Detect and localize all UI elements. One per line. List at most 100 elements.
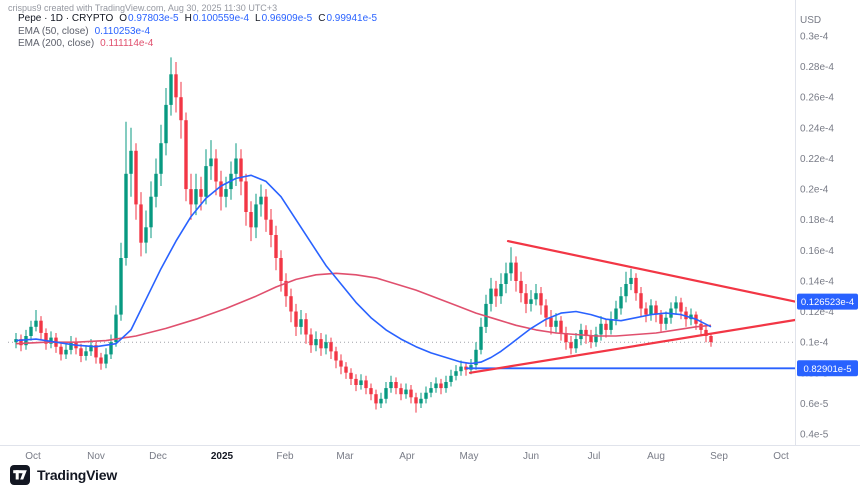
- candle-body: [304, 319, 308, 335]
- candle-body: [289, 296, 293, 312]
- candle-body: [704, 329, 708, 336]
- candle-body: [84, 351, 88, 356]
- candle-body: [79, 348, 83, 356]
- candle-body: [379, 398, 383, 404]
- candle-body: [559, 320, 563, 333]
- candle-body: [499, 284, 503, 297]
- ohlc-low: L0.96909e-5: [255, 13, 313, 24]
- candle-body: [244, 181, 248, 212]
- candle-body: [504, 273, 508, 284]
- candle-body: [189, 189, 193, 205]
- symbol-legend-row[interactable]: Pepe · 1D · CRYPTO O0.97803e-5 H0.100559…: [18, 13, 377, 26]
- candle-body: [284, 280, 288, 297]
- time-tick-label: May: [460, 451, 479, 462]
- candle-body: [384, 388, 388, 399]
- candle-body: [299, 319, 303, 327]
- candle-body: [124, 173, 128, 258]
- candle-body: [224, 189, 228, 197]
- ema200-legend-row[interactable]: EMA (200, close) 0.111114e-4: [18, 38, 377, 51]
- candle-body: [274, 235, 278, 258]
- candle-body: [194, 189, 198, 205]
- candle-body: [529, 299, 533, 304]
- ema200-value: 0.111114e-4: [100, 38, 154, 49]
- candle-body: [204, 166, 208, 197]
- time-tick-label: 2025: [211, 451, 234, 462]
- candle-body: [454, 371, 458, 376]
- ema-200-line: [15, 272, 712, 345]
- candle-body: [519, 280, 523, 294]
- candle-body: [374, 394, 378, 404]
- candle-body: [134, 150, 138, 205]
- price-tick-label: 0.4e-5: [800, 430, 829, 441]
- candle-body: [439, 383, 443, 389]
- ema200-label: EMA (200, close): [18, 38, 95, 49]
- candle-body: [544, 305, 548, 318]
- price-axis[interactable]: USD 0.3e-4 0.28e-4 0.26e-4 0.24e-4 0.22e-4 0.2…: [800, 15, 834, 441]
- candle-body: [449, 375, 453, 382]
- candle-body: [574, 339, 578, 349]
- candle-body: [399, 388, 403, 395]
- candle-body: [564, 333, 568, 343]
- candle-body: [29, 326, 33, 336]
- candle-body: [19, 339, 23, 346]
- ema-200-path: [15, 272, 712, 345]
- candle-body: [239, 158, 243, 182]
- time-tick-label: Aug: [647, 451, 665, 462]
- candle-body: [659, 314, 663, 324]
- time-tick-label: Apr: [399, 451, 415, 462]
- ohlc-close: C0.99941e-5: [318, 13, 378, 24]
- candle-body: [99, 357, 103, 364]
- candle-body: [354, 378, 358, 385]
- candle-body: [619, 296, 623, 309]
- candle-body: [309, 334, 313, 346]
- candle-body: [94, 345, 98, 358]
- candle-body: [514, 262, 518, 281]
- ema50-value: 0.110253e-4: [94, 25, 151, 37]
- candle-body: [404, 389, 408, 395]
- candle-body: [279, 258, 283, 281]
- candle-body: [494, 288, 498, 297]
- candle-body: [294, 311, 298, 327]
- candle-body: [329, 342, 333, 352]
- ohlc-high: H0.100559e-4: [184, 13, 250, 24]
- candle-body: [44, 333, 48, 344]
- triangle-trendlines[interactable]: [468, 240, 797, 374]
- candle-body: [584, 329, 588, 336]
- candle-body: [534, 293, 538, 300]
- candle-body: [154, 173, 158, 197]
- candle-body: [609, 319, 613, 330]
- time-axis[interactable]: Oct Nov Dec 2025 Feb Mar Apr May Jun Jul Aug Sep Oct: [25, 451, 789, 462]
- price-tick-label: 0.3e-4: [800, 32, 829, 43]
- ema50-legend-row[interactable]: EMA (50, close) 0.110253e-4: [18, 26, 377, 39]
- tradingview-wordmark: TradingView: [37, 467, 118, 483]
- candle-body: [149, 196, 153, 228]
- candle-body: [269, 219, 273, 235]
- ema-50-line: [15, 174, 712, 365]
- price-tick-label: 0.18e-4: [800, 215, 834, 226]
- price-tag-bg: [797, 360, 858, 377]
- candles-layer: [14, 57, 713, 413]
- candle-body: [679, 302, 683, 312]
- price-tick-label: 0.24e-4: [800, 123, 834, 134]
- price-tag-label: 0.82901e-5: [803, 364, 851, 375]
- currency-label: USD: [800, 15, 821, 26]
- time-tick-label: Nov: [87, 451, 105, 462]
- candle-body: [164, 104, 168, 144]
- candle-body: [209, 158, 213, 167]
- tradingview-logo[interactable]: TradingView: [10, 465, 117, 485]
- time-tick-label: Feb: [276, 451, 294, 462]
- legend: Pepe · 1D · CRYPTO O0.97803e-5 H0.100559…: [18, 13, 377, 51]
- symbol-title: Pepe · 1D · CRYPTO: [18, 13, 114, 24]
- price-tick-label: 0.1e-4: [800, 338, 829, 349]
- candle-body: [479, 326, 483, 350]
- candle-body: [339, 360, 343, 367]
- candle-body: [654, 305, 658, 315]
- candle-body: [174, 74, 178, 98]
- candle-body: [364, 380, 368, 389]
- candle-body: [109, 342, 113, 355]
- price-tick-label: 0.2e-4: [800, 185, 829, 196]
- candle-body: [89, 345, 93, 352]
- time-tick-label: Sep: [710, 451, 728, 462]
